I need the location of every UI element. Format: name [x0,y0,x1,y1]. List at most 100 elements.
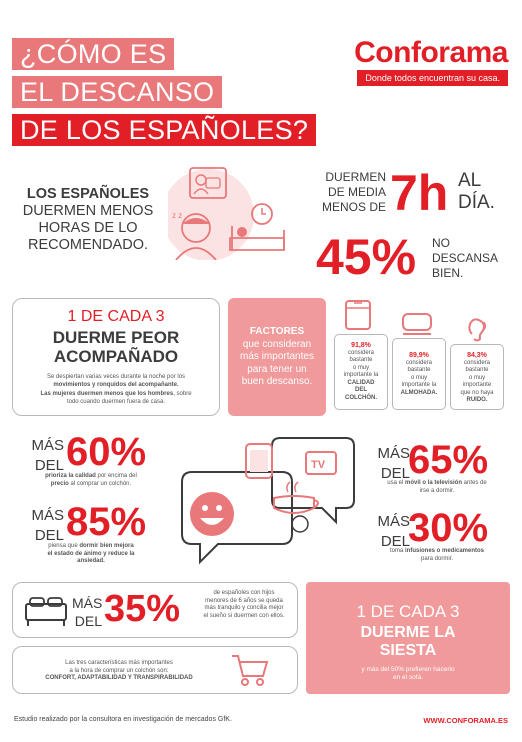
factor-line: considera [347,349,374,356]
factor-line: o muy [410,374,428,381]
siesta-subheading: DUERME LA SIESTA [306,624,510,660]
stat60-text-2a: precio [50,480,69,487]
siesta-sub-2: SIESTA [379,642,437,659]
factor-line: o muy [468,374,486,381]
factor-bold: RUIDO. [466,397,488,403]
accompanied-text-2c: todo cuando duermen fuera de casa. [66,398,166,405]
factor-line: bastante [407,367,431,373]
accompanied-card [12,298,220,416]
siesta-text: y más del 50% prefieren hacerlo en el so… [306,666,510,682]
factor-bold: COLCHÓN. [345,394,377,401]
ear-icon [466,316,488,342]
mattress-text-2: a la hora de comprar un colchón son: [69,667,169,674]
sleep-hours-suffix: AL DÍA. [458,170,495,214]
stat30-value: 30% [408,506,489,550]
mattress-text-3: CONFORT, ADAPTABILIDAD Y TRANSPIRABILIDA… [45,675,193,681]
stat60-text: prioriza la calidad por encima del preci… [16,473,166,488]
accompanied-subheading: DUERME PEOR ACOMPAÑADO [12,328,220,366]
stat65-value: 65% [408,438,489,482]
title-line-1: ¿CÓMO ES [12,38,175,70]
stat65-pre2: DEL [380,465,410,482]
factors-title-bold: FACTORES [249,326,305,337]
mattress-text: Las tres características más importantes… [14,660,224,683]
stat85-pre2: DEL [34,527,64,544]
mattress-icon [340,298,376,332]
stat85-text-1a: piensa que [48,543,80,549]
stat65-text-2: irse a dormir. [419,487,455,494]
brand-logo: Conforama [354,36,508,69]
stat30-text-1a: toma [389,548,405,554]
siesta-sub-1: DUERME LA [360,624,456,641]
mattress-card [12,646,298,694]
factor-pct-mattress: 91,8% [351,342,371,349]
devices-smiley-illustration: TV [170,432,358,570]
factor-line: o muy [352,364,370,371]
factor-card-noise [450,344,504,410]
accompanied-sub-1: DUERME PEOR [52,328,180,347]
children-pre1: MÁS [72,595,103,611]
factor-bold: CALIDAD [347,379,375,386]
intro-line-1: LOS ESPAÑOLES [26,186,150,202]
sleep-hours-prefix-1: DUERMEN [325,170,386,184]
shopping-cart-icon [230,652,270,688]
factor-line: bastante [465,367,489,373]
stat85-text: piensa que dormir bien mejora el estado … [16,543,166,566]
siesta-heading: 1 DE CADA 3 [356,602,460,621]
stat65-prefix: MÁS DEL [372,444,410,484]
no-rest-label-2: DESCANSA [432,251,499,265]
pillow-icon [400,308,434,338]
no-rest-label: NO DESCANSA BIEN. [432,236,498,281]
children-card [12,582,298,638]
factors-title-3: para tener un [247,363,307,375]
accompanied-heading: 1 DE CADA 3 [67,308,165,325]
stat30-text-1b: infusiones o medicamentos [404,548,485,554]
stat65-text-1c: antes de [462,480,487,486]
factor-pct-noise: 84,3% [467,352,487,359]
stat30-pre1: MÁS [377,513,410,530]
factor-line: considera [405,359,432,366]
stat85-text-3: ansiedad. [77,558,105,564]
brand-tagline: Donde todos encuentran su casa. [357,70,508,86]
sleep-hours-prefix-2: DE MEDIA [327,185,386,199]
stat85-text-2: el estado de ánimo y reduce la [47,550,135,557]
mattress-text-1: Las tres características más importantes [65,660,173,666]
stat60-text-2b: al comprar un colchón. [68,480,132,487]
sleep-hours-value: 7h [390,165,449,221]
no-rest-label-1: NO [432,236,450,250]
factors-title-2: más importantes [240,351,314,362]
stat30-pre2: DEL [380,533,410,550]
footer-url[interactable]: WWW.CONFORAMA.ES [423,716,508,725]
title-line-2: EL DESCANSO [12,76,223,108]
factor-line: importante la [401,382,437,388]
factor-text-pillow: 89,9% considera bastante o muy important… [392,352,446,397]
stat65-text-1a: usa el [387,480,405,486]
factors-card [228,298,326,416]
stat85-pre1: MÁS [31,507,64,524]
stat30-prefix: MÁS DEL [372,512,410,552]
factor-text-noise: 84,3% considera bastante o muy important… [450,352,504,405]
intro-text: LOS ESPAÑOLES DUERMEN MENOS HORAS DE LO … [18,186,158,254]
stat85-value: 85% [66,500,147,544]
stat65-text: usa el móvil o la televisión antes de ir… [362,480,512,495]
factor-line: bastante [349,357,373,363]
stat85-prefix: MÁS DEL [26,506,64,546]
no-rest-label-3: BIEN. [432,266,464,280]
sleep-hours-suffix-2: DÍA. [458,192,495,213]
children-prefix: MÁS DEL [72,594,102,630]
stat65-text-1b: móvil o la televisión [404,480,463,486]
svg-text:z z: z z [172,211,182,220]
stat60-prefix: MÁS DEL [26,436,64,476]
factors-title-1: que consideran [242,338,312,350]
factor-text-mattress: 91,8% considera bastante o muy important… [334,342,388,402]
factor-card-pillow [392,338,446,410]
children-text-3: más tranquilo y concilia mejor [204,605,284,611]
intro-line-3: HORAS DE LO [38,220,138,236]
stat60-text-1b: por encima del [95,473,137,479]
factor-line: considera [463,359,490,366]
children-pre2: DEL [74,613,102,629]
sleep-hours-prefix: DUERMEN DE MEDIA MENOS DE [318,170,386,215]
factors-title-4: buen descanso. [241,376,313,387]
stat85-text-1b: dormir bien mejora [79,543,134,549]
intro-line-4: RECOMENDADO. [27,237,149,253]
factor-pct-pillow: 89,9% [409,352,429,359]
